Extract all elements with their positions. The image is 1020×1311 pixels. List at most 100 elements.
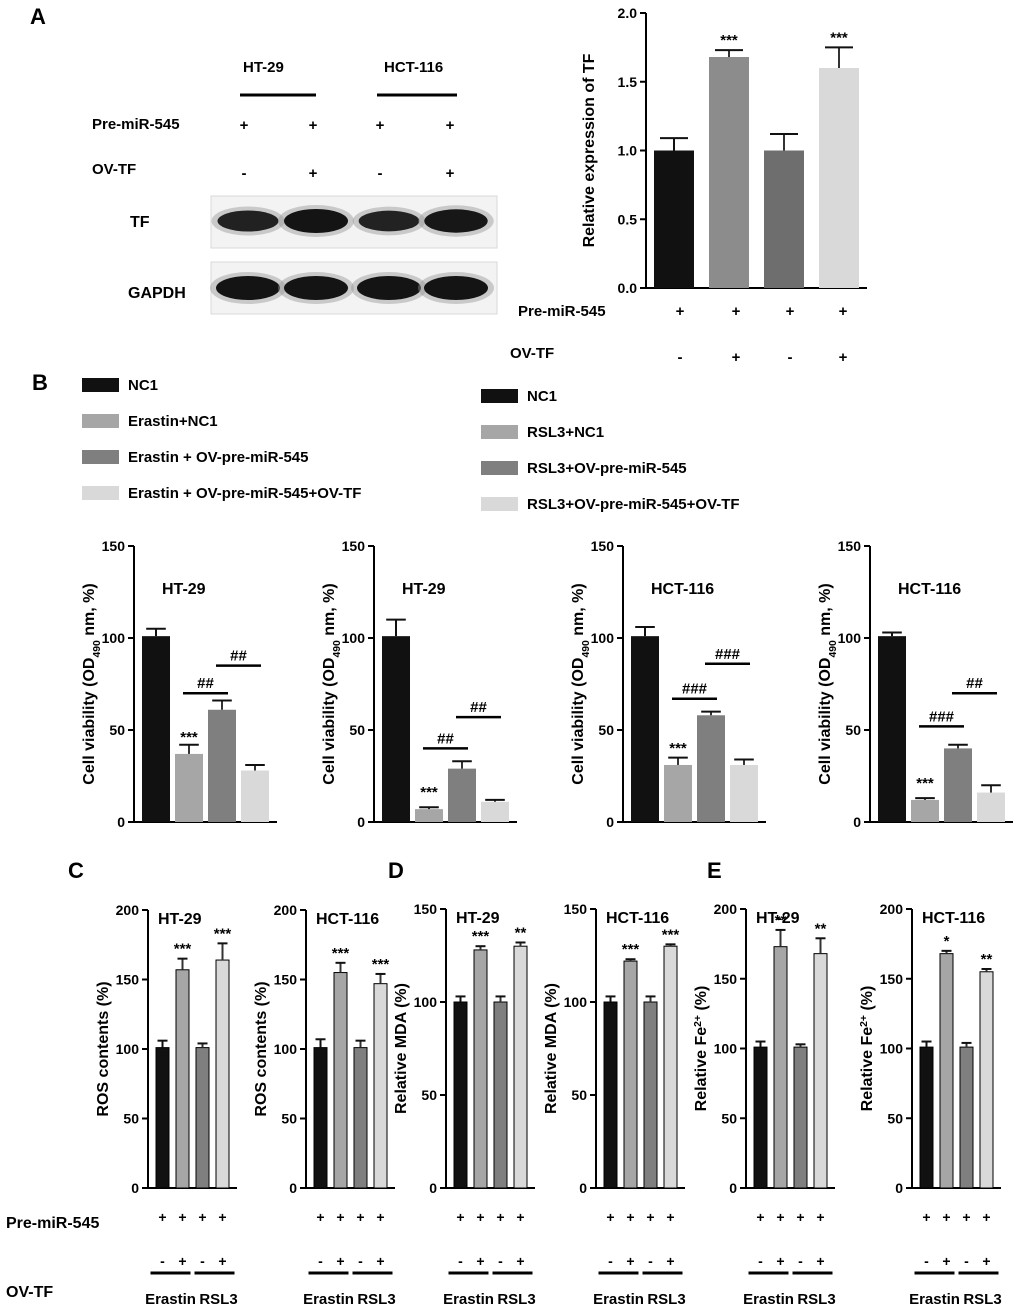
y-tick-label: 50 — [281, 1111, 297, 1127]
y-axis-label: ROS contents (%) — [95, 981, 112, 1116]
panel-label-d: D — [388, 858, 404, 883]
y-tick-label: 200 — [274, 902, 298, 918]
chart-a-ov-sign: + — [839, 349, 848, 366]
chart-a-conditions: Pre-miR-545 OV-TF + + + + - + - + — [510, 303, 848, 366]
bar — [333, 972, 348, 1189]
bar — [819, 68, 859, 288]
y-tick-label: 2.0 — [618, 5, 638, 21]
y-tick-label: 0 — [853, 814, 861, 830]
pre-sign: + — [962, 1209, 970, 1225]
pre-sign: + — [666, 1209, 674, 1225]
bracket-label: ## — [966, 675, 983, 692]
pre-sign: + — [178, 1209, 186, 1225]
significance-mark: *** — [372, 956, 390, 973]
legend-label: NC1 — [527, 388, 557, 405]
group-label-erastin: Erastin — [303, 1291, 354, 1308]
group-label-erastin: Erastin — [743, 1291, 794, 1308]
blot-cellline-ht29: HT-29 — [243, 59, 284, 76]
group-label-erastin: Erastin — [443, 1291, 494, 1308]
bar — [773, 946, 788, 1189]
pre-sign: + — [316, 1209, 324, 1225]
y-tick-label: 50 — [349, 722, 365, 738]
significance-mark: ** — [515, 924, 527, 941]
pre-sign: + — [218, 1209, 226, 1225]
y-tick-label: 150 — [838, 538, 862, 554]
pre-sign: + — [776, 1209, 784, 1225]
legend-label: Erastin+NC1 — [128, 413, 218, 430]
bar — [979, 971, 994, 1189]
significance-mark: *** — [420, 784, 438, 801]
ov-sign: + — [336, 1253, 344, 1269]
y-tick-label: 100 — [838, 630, 862, 646]
ov-sign: - — [648, 1253, 653, 1269]
y-axis-label: Cell viability (OD490 nm, %) — [817, 583, 839, 784]
group-label-erastin: Erastin — [145, 1291, 196, 1308]
ov-sign: + — [476, 1253, 484, 1269]
y-tick-label: 100 — [564, 994, 588, 1010]
chart-title: HCT-116 — [651, 581, 714, 598]
ov-sign: - — [798, 1253, 803, 1269]
ov-sign: + — [626, 1253, 634, 1269]
pre-sign: + — [922, 1209, 930, 1225]
legend-rsl3: NC1 RSL3+NC1 RSL3+OV-pre-miR-545 RSL3+OV-pr… — [481, 388, 740, 513]
chart-title: HT-29 — [756, 910, 800, 927]
y-tick-label: 100 — [591, 630, 615, 646]
bar — [481, 801, 509, 822]
legend-erastin: NC1 Erastin+NC1 Erastin + OV-pre-miR-545 Er… — [82, 377, 361, 502]
y-tick-label: 150 — [564, 901, 588, 917]
y-axis-label: Relative Fe2+ (%) — [693, 986, 711, 1112]
y-tick-label: 50 — [845, 722, 861, 738]
y-tick-label: 50 — [421, 1087, 437, 1103]
bar — [215, 959, 230, 1189]
bar — [195, 1047, 210, 1189]
pre-sign: + — [376, 1209, 384, 1225]
gapdh-band — [424, 276, 488, 300]
legend-swatch — [82, 414, 119, 428]
bar — [813, 953, 828, 1189]
western-blot: HT-29 HCT-116 Pre-miR-545 OV-TF TF GAPDH… — [92, 59, 498, 315]
blot-ov-sign: - — [242, 165, 247, 182]
bar — [415, 809, 443, 822]
pre-sign: + — [516, 1209, 524, 1225]
chart-a-pre-sign: + — [839, 303, 848, 320]
y-tick-label: 0.0 — [618, 280, 638, 296]
group-label-rsl3: RSL3 — [357, 1291, 395, 1308]
y-tick-label: 50 — [887, 1110, 903, 1126]
blot-pre-sign: + — [376, 117, 385, 134]
tf-band — [424, 209, 488, 233]
ov-sign: - — [758, 1253, 763, 1269]
y-tick-label: 100 — [102, 630, 126, 646]
tf-band — [358, 210, 420, 232]
legend-label: RSL3+OV-pre-miR-545 — [527, 460, 687, 477]
legend-swatch — [82, 450, 119, 464]
y-tick-label: 0 — [579, 1180, 587, 1196]
significance-mark: *** — [916, 775, 934, 792]
bar — [623, 960, 638, 1189]
bar — [493, 1001, 508, 1189]
legend-swatch — [481, 497, 518, 511]
pre-sign: + — [626, 1209, 634, 1225]
ov-sign: - — [200, 1253, 205, 1269]
bar — [919, 1046, 934, 1189]
y-tick-label: 100 — [414, 994, 438, 1010]
y-tick-label: 0 — [357, 814, 365, 830]
significance-mark: *** — [662, 926, 680, 943]
legend-label: Erastin + OV-pre-miR-545 — [128, 449, 308, 466]
y-tick-label: 50 — [598, 722, 614, 738]
group-label-rsl3: RSL3 — [963, 1291, 1001, 1308]
chart-title: HT-29 — [162, 581, 206, 598]
bar — [709, 57, 749, 288]
bracket-label: ## — [437, 730, 454, 747]
bar — [313, 1047, 328, 1189]
chart-b2-viability: 0 50 100 150 Cell viability (OD490 nm, %) HT-… — [321, 538, 517, 830]
bar — [977, 792, 1005, 822]
y-tick-label: 150 — [714, 971, 738, 987]
pre-sign: + — [796, 1209, 804, 1225]
bar — [911, 799, 939, 822]
blot-row-pre-label: Pre-miR-545 — [92, 116, 180, 133]
bottom-conditions: + + + +- + - +Erastin RSL3+ + + +- + - +Erastin RSL3+ +… — [145, 1209, 1002, 1308]
